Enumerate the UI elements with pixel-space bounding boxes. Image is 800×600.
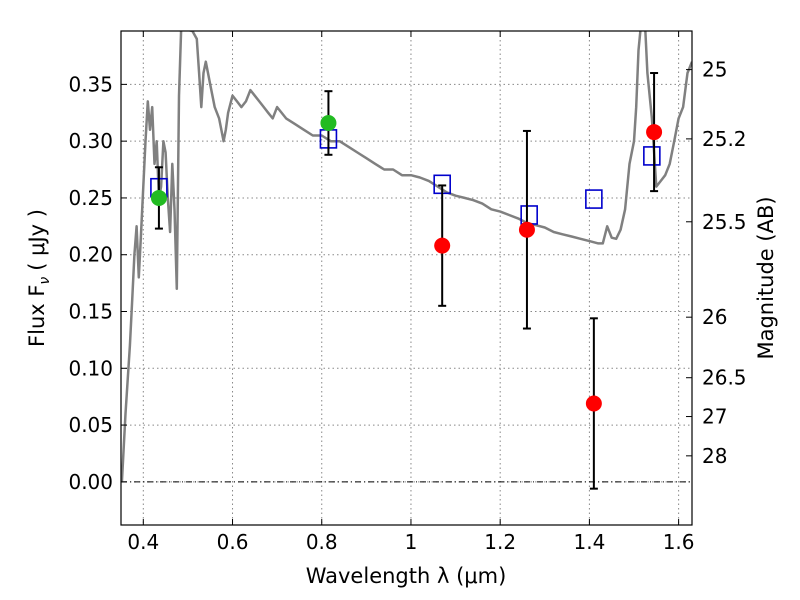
y-axis-left-label-main: Flux F <box>25 285 49 347</box>
y-tick-label-6: 0.30 <box>68 129 113 153</box>
y-axis-left-label-unit: ( μJy ) <box>25 209 49 271</box>
x-tick-label-4: 1.2 <box>484 530 516 554</box>
y-axis-left: 0.00 0.05 0.10 0.15 0.20 0.25 0.30 0.35 <box>68 72 127 494</box>
sed-model-series <box>121 31 692 482</box>
x-tick-label-3: 1 <box>405 530 418 554</box>
y-tick-label-5: 0.25 <box>68 186 113 210</box>
green-point-0 <box>150 189 167 206</box>
y-tick-label-7: 0.35 <box>68 72 113 96</box>
y-axis-right: 25 25.2 25.5 26 26.5 27 28 <box>686 58 747 468</box>
x-tick-label-0: 0.4 <box>127 530 159 554</box>
magnitude-tick-label-4: 26.5 <box>702 366 747 390</box>
magnitude-tick-label-0: 25 <box>702 58 727 82</box>
x-tick-label-6: 1.6 <box>663 530 695 554</box>
x-axis-label: Wavelength λ (μm) <box>306 564 507 588</box>
observed-points <box>150 114 663 412</box>
y-tick-label-4: 0.20 <box>68 243 113 267</box>
y-axis-right-label: Magnitude (AB) <box>754 196 778 359</box>
sed-model-line <box>121 31 692 482</box>
magnitude-tick-label-6: 28 <box>702 444 727 468</box>
red-point-1 <box>518 221 535 238</box>
x-tick-label-2: 0.8 <box>306 530 338 554</box>
model-box-5 <box>643 146 661 166</box>
y-tick-label-1: 0.05 <box>68 413 113 437</box>
red-point-0 <box>434 237 451 254</box>
magnitude-tick-label-3: 26 <box>702 305 727 329</box>
svg-text:Flux Fν( μJy ): Flux Fν ( μJy ) <box>25 209 53 347</box>
y-tick-label-3: 0.15 <box>68 300 113 324</box>
x-axis: 0.4 0.6 0.8 1 1.2 1.4 1.6 <box>127 31 695 554</box>
grid <box>121 31 692 525</box>
plot-frame <box>120 30 693 526</box>
magnitude-tick-label-5: 27 <box>702 405 727 429</box>
model-box-4 <box>585 189 603 209</box>
y-axis-left-label: Flux Fν ( μJy ) <box>25 209 53 347</box>
green-point-1 <box>320 114 337 131</box>
y-tick-label-2: 0.10 <box>68 356 113 380</box>
x-tick-label-1: 0.6 <box>217 530 249 554</box>
magnitude-tick-label-1: 25.2 <box>702 127 747 151</box>
error-bars <box>154 72 659 490</box>
model-boxes-series <box>150 129 661 225</box>
x-tick-label-5: 1.4 <box>573 530 605 554</box>
magnitude-tick-label-2: 25.5 <box>702 210 747 234</box>
red-point-3 <box>646 124 663 141</box>
y-tick-label-0: 0.00 <box>68 470 113 494</box>
y-axis-left-label-sub: ν <box>37 277 53 285</box>
red-point-2 <box>585 395 602 412</box>
